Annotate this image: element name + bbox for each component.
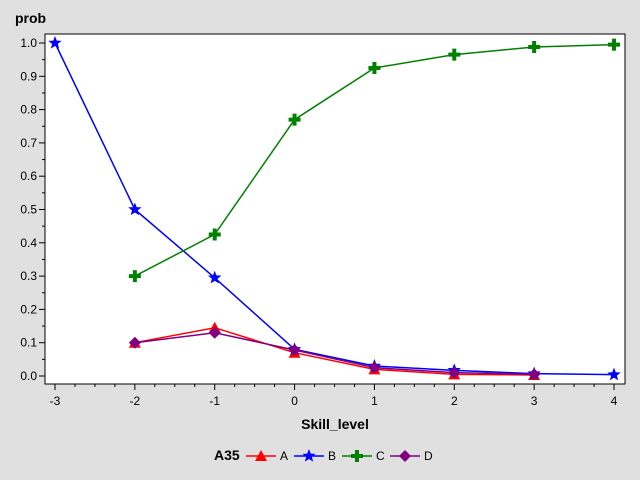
legend: A35 A B C D [214, 447, 433, 463]
legend-label-d: D [424, 449, 433, 463]
x-axis-title: Skill_level [301, 416, 369, 432]
x-tick-label: 2 [451, 394, 458, 408]
x-tick-label: 3 [531, 394, 538, 408]
series-d-point [528, 368, 541, 381]
series-b-point [208, 270, 222, 284]
legend-marker-b [302, 449, 316, 462]
series-c-point [528, 40, 541, 53]
legend-label-a: A [280, 449, 288, 463]
series-b-line [54, 42, 615, 376]
series-d-point [368, 361, 381, 374]
y-tick-label: 0.5 [20, 203, 37, 217]
x-tick-label: 4 [611, 394, 618, 408]
y-axis: 0.0 0.1 0.2 0.3 0.4 0.5 0.6 0.7 0.8 0.9 1.0 [20, 36, 45, 383]
series-d-point [448, 366, 461, 379]
plot-area [44, 33, 626, 385]
series-c-point [448, 48, 461, 61]
y-tick-label: 0.2 [20, 302, 37, 316]
series-b-point [607, 367, 621, 381]
series-b-point [128, 202, 142, 216]
y-tick-label: 0.8 [20, 103, 37, 117]
y-tick-label: 0.0 [20, 369, 37, 383]
series-d-point [128, 336, 141, 349]
y-tick-label: 0.4 [20, 236, 37, 250]
series-d-point [288, 344, 301, 357]
series-c-point [128, 270, 141, 283]
series-c-point [368, 61, 381, 74]
x-tick-label: -1 [209, 394, 220, 408]
x-tick-label: -2 [130, 394, 141, 408]
series-c-point [608, 38, 620, 51]
series-b-point [48, 36, 62, 49]
x-tick-label: 1 [371, 394, 378, 408]
legend-title: A35 [214, 447, 240, 463]
y-tick-label: 0.6 [20, 169, 37, 183]
series-c-point [288, 113, 301, 126]
series-d-line [134, 331, 535, 376]
y-tick-label: 0.3 [20, 269, 37, 283]
legend-marker-c [351, 450, 363, 462]
x-axis: -3 -2 -1 0 1 2 3 4 [50, 384, 618, 408]
legend-label-b: B [328, 449, 336, 463]
y-tick-label: 0.7 [20, 136, 37, 150]
series-markers [48, 36, 621, 381]
series-c-point [208, 228, 221, 241]
legend-marker-a [255, 450, 267, 461]
y-tick-label: 1.0 [20, 36, 37, 50]
series-a-line [134, 326, 535, 376]
y-tick-label: 0.1 [20, 336, 37, 350]
y-axis-title: prob [15, 10, 46, 26]
x-tick-label: -3 [50, 394, 61, 408]
legend-marker-d [399, 450, 411, 462]
legend-label-c: C [376, 449, 385, 463]
x-tick-label: 0 [291, 394, 298, 408]
series-d-point [208, 326, 221, 339]
y-tick-label: 0.9 [20, 69, 37, 83]
